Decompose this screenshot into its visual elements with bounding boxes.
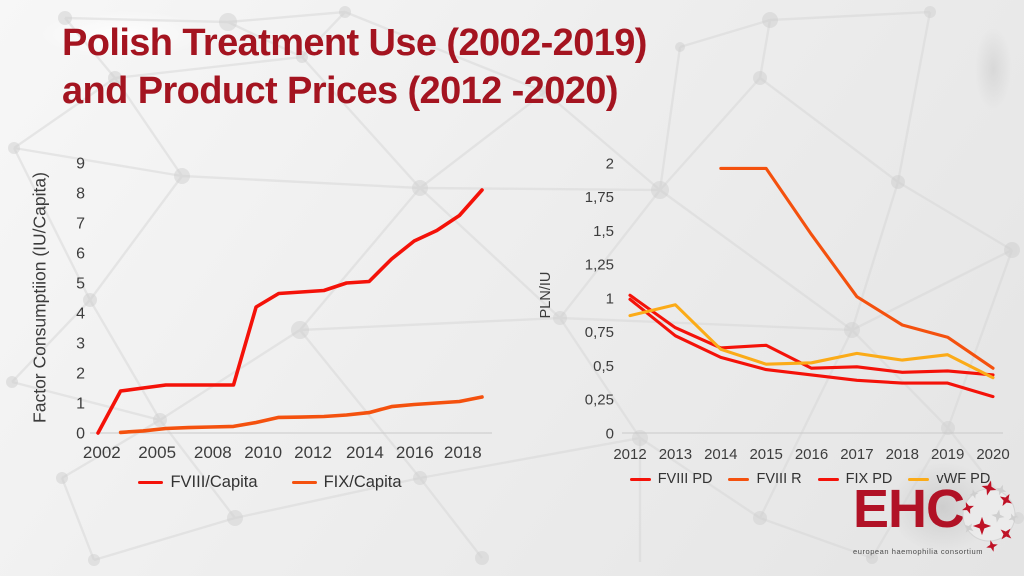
vwf-pd-label: vWF PD [936, 471, 991, 487]
y-tick-label: 0 [606, 425, 614, 442]
x-tick-label: 2012 [294, 443, 332, 462]
x-tick-label: 2020 [976, 446, 1009, 463]
fviii-r-swatch [728, 477, 750, 481]
y-tick-label: 1,5 [593, 223, 614, 240]
consumption-legend: FVIII/Capita FIX/Capita [60, 473, 480, 492]
series-line-fviii-capita [96, 188, 484, 435]
ehc-logo-subtitle: european haemophilia consortium [853, 547, 984, 556]
y-tick-label: 9 [76, 156, 85, 173]
legend-item-vwf-pd: vWF PD [908, 471, 990, 487]
x-tick-label: 2019 [931, 446, 964, 463]
y-tick-label: 0 [76, 426, 85, 443]
y-tick-label: 4 [76, 306, 85, 323]
y-tick-label: 0,75 [585, 324, 614, 341]
ehc-logo-text: EHC [853, 479, 965, 539]
legend-item-fviii-capita: FVIII/Capita [138, 473, 258, 492]
fix-capita-label: FIX/Capita [323, 473, 402, 491]
y-tick-label: 6 [76, 246, 85, 263]
x-tick-label: 2013 [659, 446, 692, 463]
consumption-chart: 0 1 2 3 4 5 6 7 8 9 2002 2005 2008 2010 2012 2014 2016 20… [76, 156, 492, 462]
y-tick-label: 3 [76, 336, 85, 353]
y-tick-label: 1 [606, 290, 614, 307]
legend-item-fviii-pd: FVIII PD [629, 471, 713, 487]
fix-pd-label: FIX PD [845, 471, 893, 487]
fviii-capita-swatch [138, 480, 164, 485]
series-line-fix-capita [118, 395, 484, 435]
prices-chart: 0 0,25 0,5 0,75 1 1,25 1,5 1,75 2 2012 2013 2014 201… [585, 155, 1010, 463]
x-tick-label: 2012 [613, 446, 646, 463]
prices-legend: FVIII PD FVIII R FIX PD vWF PD [600, 471, 1020, 487]
slide-title: Polish Treatment Use (2002-2019) and Pro… [62, 20, 647, 116]
y-tick-label: 5 [76, 276, 85, 293]
x-tick-label: 2014 [346, 443, 384, 462]
x-tick-label: 2018 [444, 443, 482, 462]
y-tick-label: 2 [76, 366, 85, 383]
x-tick-label: 2015 [749, 446, 782, 463]
x-tick-label: 2016 [795, 446, 828, 463]
fix-capita-swatch [291, 480, 317, 485]
fviii-pd-swatch [629, 477, 651, 481]
legend-item-fviii-r: FVIII R [728, 471, 802, 487]
title-line-2: and Product Prices (2012 -2020) [62, 69, 618, 112]
fviii-capita-label: FVIII/Capita [170, 473, 258, 491]
series-line-fix-pd [628, 297, 995, 399]
y-tick-label: 1,25 [585, 257, 614, 274]
y-tick-label: 1,75 [585, 189, 614, 206]
x-tick-label: 2018 [886, 446, 919, 463]
ehc-logo: EHC [853, 479, 1023, 556]
y-tick-label: 0,25 [585, 392, 614, 409]
series-line-fviii-pd [628, 293, 995, 377]
x-tick-label: 2016 [396, 443, 434, 462]
fix-pd-swatch [817, 477, 839, 481]
y-tick-label: 1 [76, 396, 85, 413]
legend-item-fix-capita: FIX/Capita [291, 473, 402, 492]
series-line-fviii-r [719, 166, 995, 370]
y-tick-label: 8 [76, 186, 85, 203]
x-tick-label: 2010 [244, 443, 282, 462]
y-tick-label: 7 [76, 216, 85, 233]
fviii-r-label: FVIII R [756, 471, 802, 487]
x-tick-label: 2017 [840, 446, 873, 463]
x-tick-label: 2014 [704, 446, 737, 463]
series-line-vwf-pd [628, 303, 995, 380]
y-tick-label: 2 [606, 155, 614, 172]
title-line-1: Polish Treatment Use (2002-2019) [62, 22, 647, 64]
vwf-pd-swatch [908, 477, 930, 481]
legend-item-fix-pd: FIX PD [817, 471, 893, 487]
x-tick-label: 2008 [194, 443, 232, 462]
x-tick-label: 2002 [83, 443, 121, 462]
y-tick-label: 0,5 [593, 358, 614, 375]
ehc-logo-globe-icon [962, 480, 1018, 552]
x-tick-label: 2005 [138, 443, 176, 462]
fviii-pd-label: FVIII PD [657, 471, 713, 487]
